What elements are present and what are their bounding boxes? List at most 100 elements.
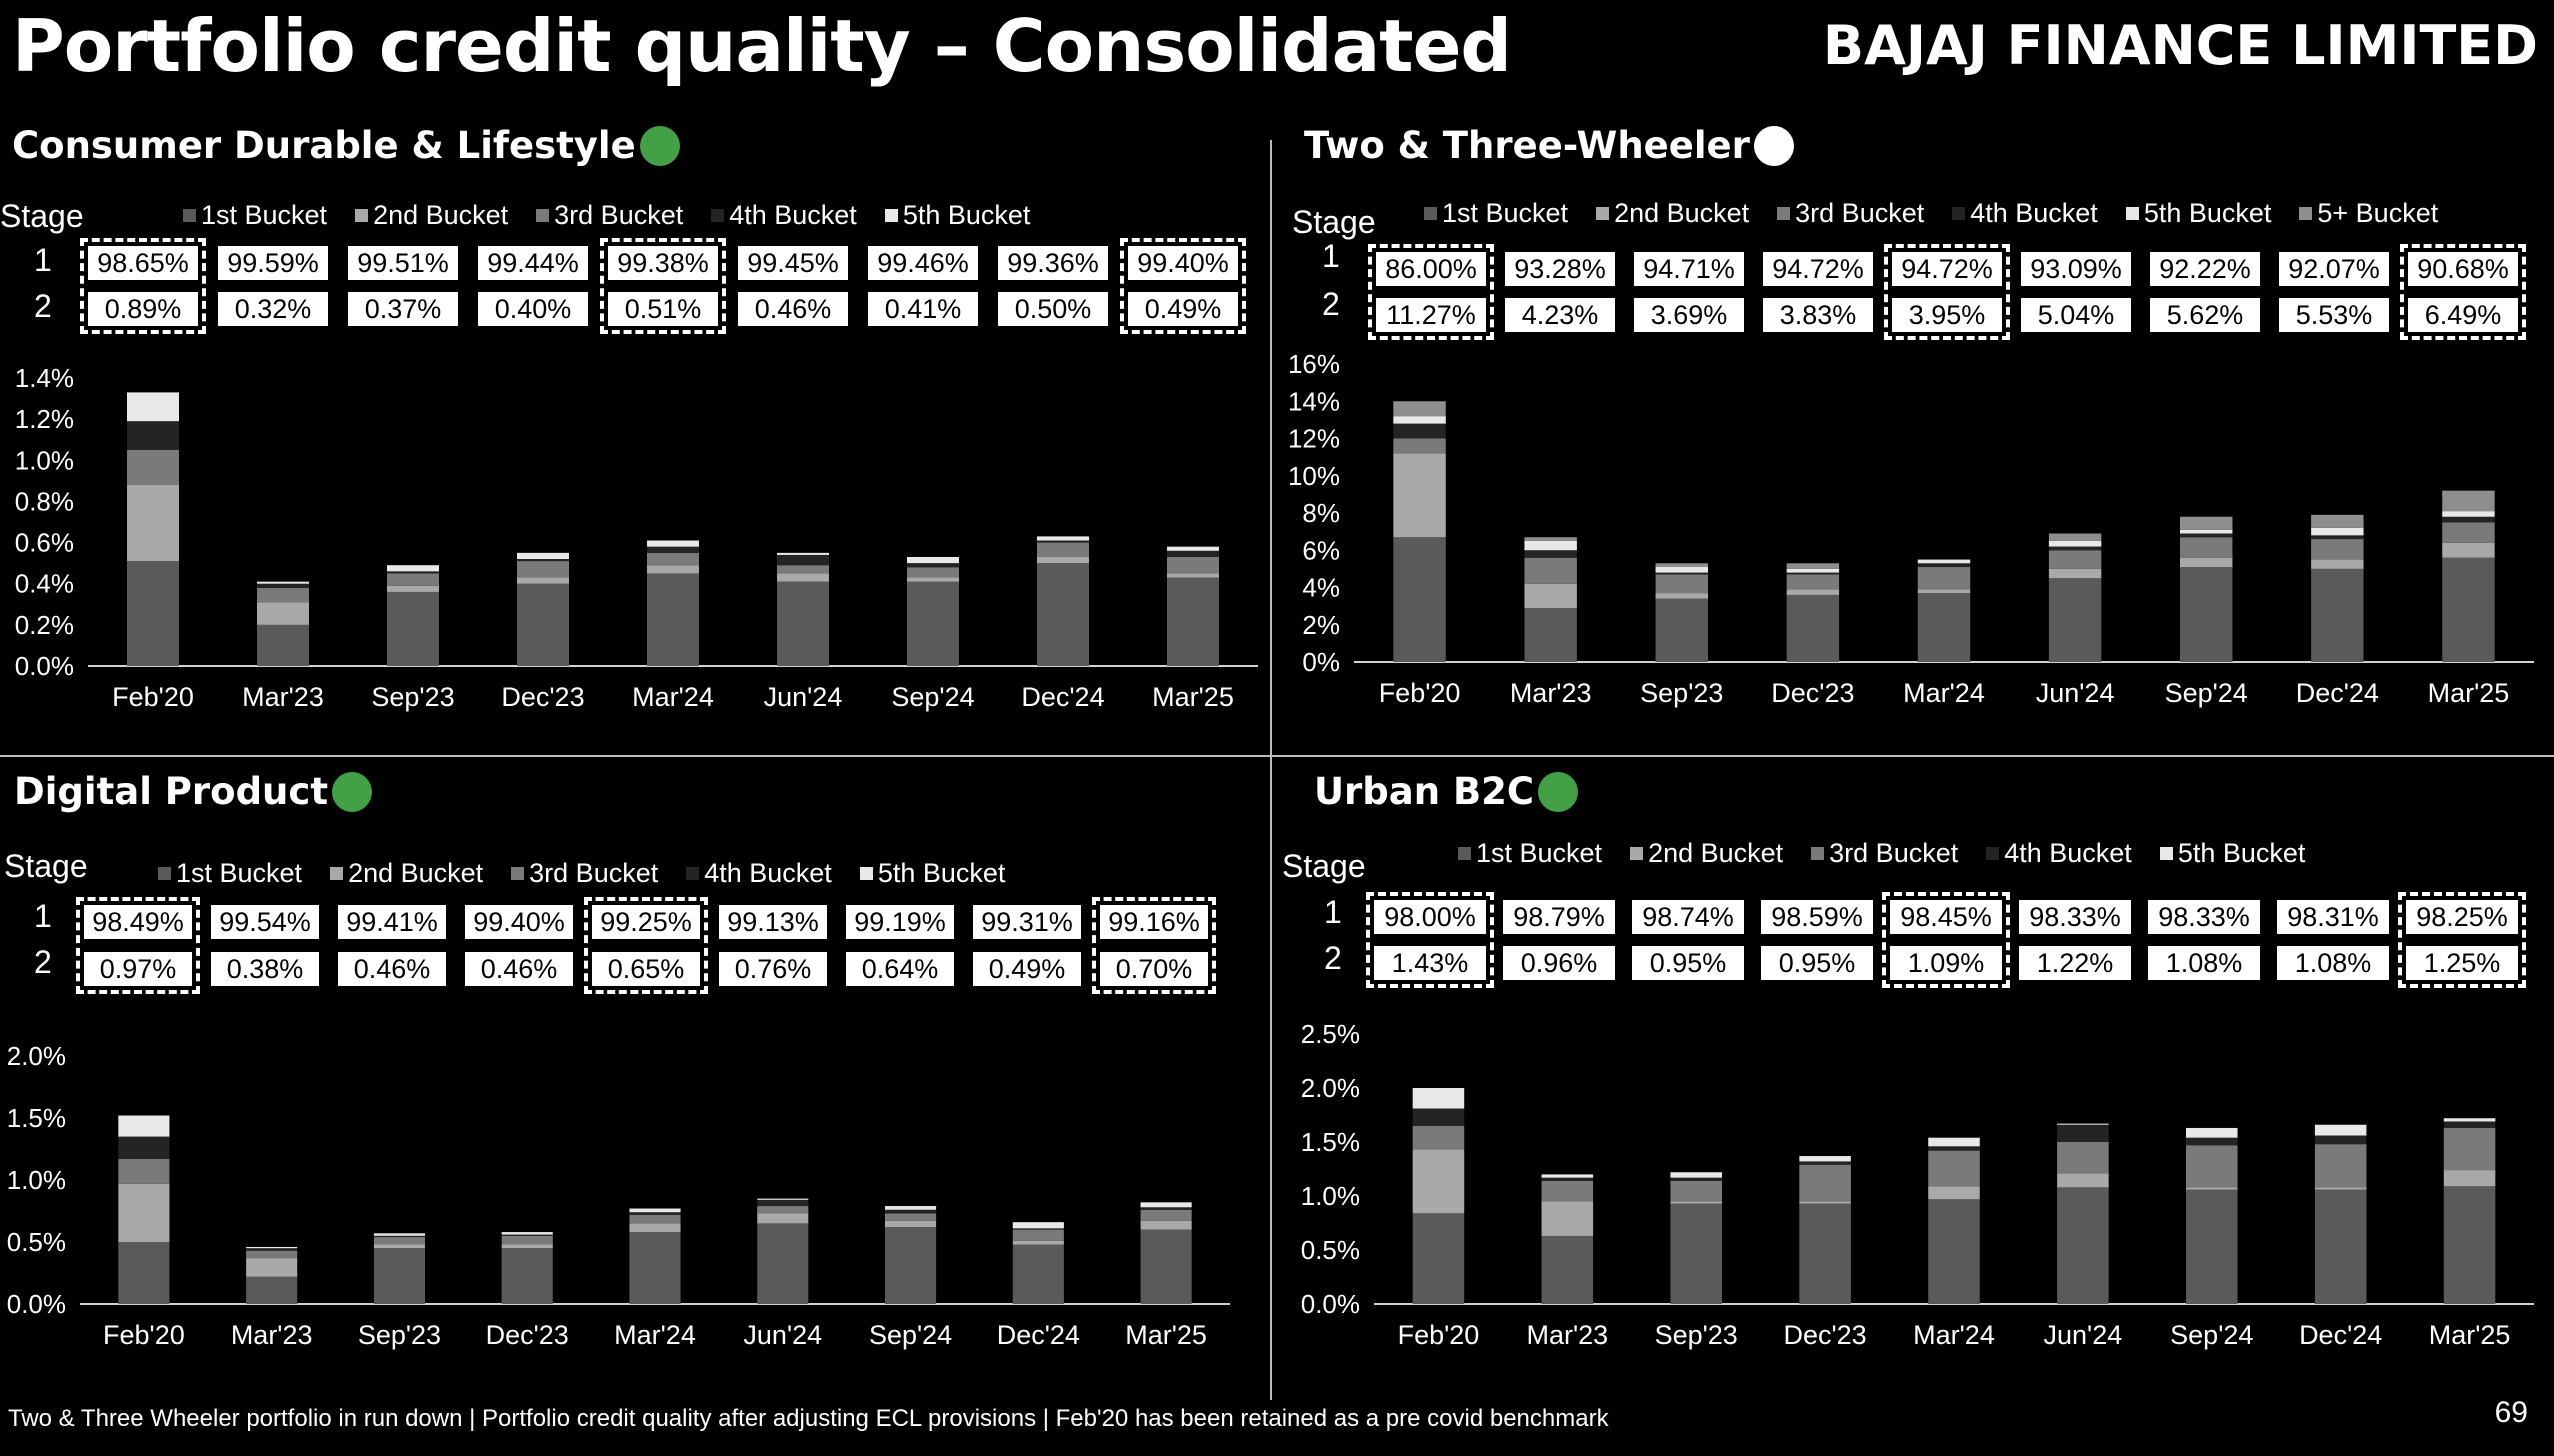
bar-segment: [387, 573, 439, 586]
stage1-cell: 92.22%: [2150, 252, 2260, 286]
legend-item: 2nd Bucket: [355, 200, 508, 231]
legend-swatch: [511, 867, 525, 880]
bar-segment: [647, 565, 699, 574]
bar-segment: [777, 565, 829, 574]
stage1-cell: 86.00%: [1376, 252, 1486, 286]
bar-segment: [2057, 1124, 2109, 1142]
y-tick-label: 0.5%: [7, 1227, 66, 1257]
bar-segment: [246, 1246, 298, 1249]
bar-segment: [2180, 557, 2233, 568]
bar-segment: [2314, 1124, 2367, 1136]
stage2-cell: 3.95%: [1892, 298, 2002, 332]
status-dot-icon: [1538, 771, 1579, 812]
bar-segment: [647, 573, 699, 666]
bar-segment: [1786, 563, 1840, 569]
stage1-cell: 99.46%: [868, 246, 978, 280]
status-dot-icon: [1753, 125, 1794, 166]
bar-segment: [1167, 577, 1219, 666]
bar-segment: [246, 1258, 298, 1277]
panel-title-text: Consumer Durable & Lifestyle: [12, 124, 636, 167]
bar-segment: [387, 591, 439, 666]
panel-title-text: Digital Product: [14, 770, 329, 813]
x-tick-label: Jun'24: [2036, 678, 2115, 708]
stage2-cell: 5.62%: [2150, 298, 2260, 332]
status-dot-icon: [332, 771, 373, 812]
bar-segment: [777, 573, 829, 582]
x-tick-label: Feb'20: [103, 1320, 185, 1350]
bar-segment: [1393, 438, 1446, 454]
legend-item: 2nd Bucket: [1630, 838, 1783, 869]
stage1-cell: 98.00%: [1374, 900, 1486, 934]
bar-segment: [1799, 1164, 1851, 1202]
bar-segment: [1012, 1229, 1064, 1241]
stage2-cell: 0.49%: [1128, 292, 1238, 326]
y-tick-label: 1.0%: [1301, 1181, 1360, 1211]
bar-segment: [127, 484, 179, 562]
legend-swatch: [1424, 207, 1437, 220]
legend-swatch: [1458, 847, 1471, 860]
bar-segment: [1655, 567, 1708, 573]
stage1-cell: 99.19%: [846, 905, 954, 939]
x-tick-label: Sep'23: [1655, 1320, 1738, 1350]
status-dot-icon: [639, 125, 680, 166]
stage2-cell: 0.51%: [608, 292, 718, 326]
stage1-cell: 99.38%: [608, 246, 718, 280]
legend-label: 3rd Bucket: [1829, 838, 1959, 868]
bar-segment: [1670, 1177, 1722, 1181]
bar-segment: [1524, 540, 1577, 551]
stage2-cell: 0.32%: [218, 292, 328, 326]
x-tick-label: Jun'24: [743, 1320, 822, 1350]
stage1-cell: 99.36%: [998, 246, 1108, 280]
bar-segment: [2048, 540, 2102, 547]
bar-segment: [907, 563, 959, 568]
stage2-cell: 1.09%: [1890, 946, 2002, 980]
highlight-box: [600, 238, 726, 334]
x-tick-label: Feb'20: [112, 682, 194, 712]
bar-segment: [2180, 567, 2233, 662]
legend-swatch: [2299, 207, 2313, 220]
highlight-box: [1368, 244, 1494, 340]
stage1-cell: 99.45%: [738, 246, 848, 280]
bar-segment: [2180, 529, 2233, 534]
y-tick-label: 16%: [1288, 350, 1340, 379]
stage2-cell: 0.37%: [348, 292, 458, 326]
stage2-cell: 0.50%: [998, 292, 1108, 326]
bar-segment: [629, 1212, 681, 1215]
page-title: Portfolio credit quality – Consolidated: [12, 4, 1512, 88]
bar-segment: [2057, 1123, 2109, 1125]
bar-segment: [1670, 1203, 1722, 1304]
stage2-cell: 0.49%: [973, 952, 1081, 986]
bar-segment: [1140, 1220, 1192, 1230]
stage2-cell: 0.97%: [84, 952, 192, 986]
bar-segment: [517, 559, 569, 562]
legend-swatch: [355, 209, 369, 222]
bar-segment: [1655, 598, 1708, 662]
bar-segment: [373, 1248, 425, 1304]
bar-segment: [1524, 607, 1577, 662]
bar-segment: [1012, 1228, 1064, 1230]
bar-segment: [2443, 1186, 2496, 1304]
bar-segment: [1140, 1202, 1192, 1208]
stage2-cell: 0.41%: [868, 292, 978, 326]
bar-segment: [1917, 563, 1971, 568]
bar-segment: [1412, 1213, 1465, 1304]
bar-segment: [1799, 1201, 1851, 1204]
stage-row-label: 1: [34, 898, 52, 934]
y-tick-label: 0%: [1302, 647, 1340, 677]
bar-segment: [257, 583, 309, 588]
bar-segment: [1786, 589, 1840, 595]
stage1-cell: 99.44%: [478, 246, 588, 280]
stage1-cell: 98.25%: [2406, 900, 2518, 934]
bar-segment: [885, 1209, 937, 1214]
bar-segment: [246, 1276, 298, 1304]
horizontal-divider: [0, 755, 2554, 757]
x-tick-label: Dec'24: [2299, 1320, 2382, 1350]
bar-segment: [1393, 453, 1446, 538]
y-tick-label: 10%: [1288, 461, 1340, 491]
legend-label: 1st Bucket: [201, 200, 328, 230]
legend-swatch: [711, 209, 725, 222]
stage2-cell: 0.95%: [1632, 946, 1744, 980]
legend-label: 5+ Bucket: [2317, 198, 2439, 228]
stage2-cell: 0.89%: [88, 292, 198, 326]
x-tick-label: Mar'25: [1125, 1320, 1207, 1350]
